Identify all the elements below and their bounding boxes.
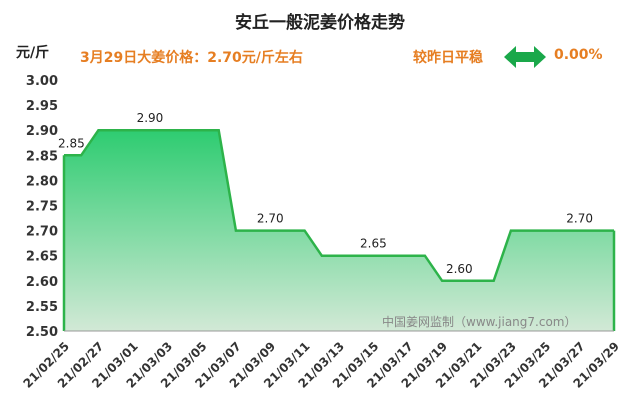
data-label: 2.60 — [446, 262, 473, 276]
y-tick-label: 2.90 — [26, 124, 58, 139]
y-axis-unit: 元/斤 — [16, 45, 50, 61]
y-tick-label: 2.60 — [26, 275, 58, 290]
data-label: 2.65 — [360, 237, 387, 251]
y-tick-label: 2.65 — [26, 250, 58, 265]
price-line — [64, 128, 614, 283]
y-tick-label: 2.95 — [26, 99, 58, 114]
y-tick-label: 2.75 — [26, 200, 58, 215]
data-label: 2.70 — [257, 212, 284, 226]
y-tick-label: 2.80 — [26, 174, 58, 189]
left-right-arrow-icon — [504, 46, 546, 72]
watermark: 中国姜网监制（www.jiang7.com） — [382, 315, 577, 329]
data-label: 2.85 — [58, 136, 85, 150]
data-label: 2.90 — [137, 111, 164, 125]
y-tick-label: 2.70 — [26, 225, 58, 240]
chart-title: 安丘一般泥姜价格走势 — [235, 13, 405, 33]
y-tick-label: 2.85 — [26, 149, 58, 164]
y-tick-label: 3.00 — [26, 74, 58, 89]
change-percent: 0.00% — [554, 47, 603, 63]
trend-label: 较昨日平稳 — [413, 50, 483, 66]
y-tick-label: 2.55 — [26, 300, 58, 315]
data-label: 2.70 — [566, 212, 593, 226]
price-note: 3月29日大姜价格：2.70元/斤左右 — [80, 50, 303, 66]
y-tick-label: 2.50 — [26, 325, 58, 340]
